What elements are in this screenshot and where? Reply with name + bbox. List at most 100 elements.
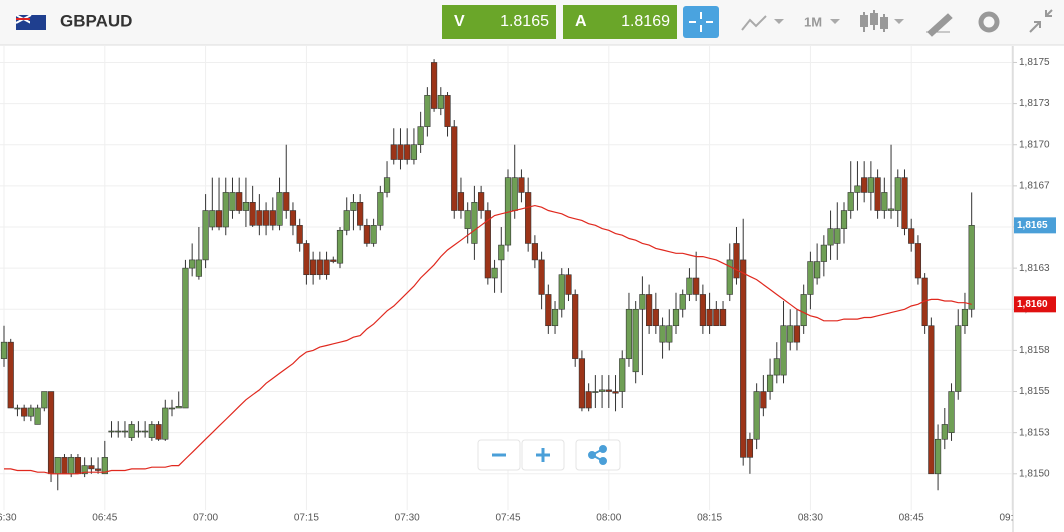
candle-body — [511, 177, 518, 211]
candle-body — [357, 202, 364, 226]
candle-body — [0, 341, 8, 359]
y-tick-label: 1,8167 — [1019, 180, 1050, 191]
candle-body — [551, 308, 559, 327]
symbol: GBPAUD — [60, 11, 132, 30]
crosshair-button[interactable] — [683, 6, 719, 38]
candle-body — [451, 126, 458, 211]
candle-body — [430, 62, 438, 109]
moving-average — [4, 204, 972, 475]
candle-body — [390, 144, 397, 160]
crosshair-icon — [689, 12, 713, 32]
x-tick-label: 07:00 — [193, 513, 218, 524]
candle-body — [518, 177, 525, 193]
candle-body — [666, 325, 673, 343]
candle-body — [397, 144, 404, 160]
ask-price: 1.8169 — [621, 13, 670, 30]
candle-body — [437, 95, 444, 109]
candle-body — [370, 225, 377, 244]
candle-body — [323, 259, 330, 276]
candle-body — [531, 243, 538, 261]
flag-icon — [15, 14, 46, 30]
candle-body — [94, 468, 102, 471]
candle-body — [236, 192, 243, 211]
y-tick-label: 1,8163 — [1019, 263, 1050, 274]
bid-button[interactable] — [442, 5, 556, 39]
candle-body — [262, 210, 270, 226]
candle-body — [484, 210, 491, 279]
candle-body — [814, 261, 821, 279]
candle-body — [350, 202, 357, 211]
candle-body — [162, 407, 169, 440]
candle-body — [336, 229, 344, 264]
candle-body — [242, 202, 250, 211]
candle-body — [766, 374, 774, 392]
candle-body — [316, 259, 323, 276]
candle-body — [222, 192, 229, 228]
ask-button[interactable] — [563, 5, 677, 39]
candle-body — [639, 294, 646, 310]
candle-body — [693, 277, 700, 295]
candle-body — [182, 267, 189, 409]
candle-body — [625, 308, 633, 359]
plot-area: 06:30 06:45 07:00 07:15 07:30 07:45 08:00 08:15… — [0, 46, 1025, 524]
candle-body — [948, 391, 955, 433]
candle-body — [491, 267, 498, 279]
settings-button[interactable] — [978, 11, 1000, 33]
candle-body — [834, 228, 841, 244]
candle-body — [646, 294, 653, 327]
candle-body — [7, 341, 14, 409]
candle-body — [753, 391, 760, 440]
candle-body — [310, 259, 317, 276]
chart-type-button[interactable] — [860, 10, 904, 32]
candle-body — [538, 259, 545, 295]
candle-body — [363, 225, 370, 244]
candle-body — [827, 228, 834, 246]
candle-body — [377, 192, 384, 226]
candle-body — [81, 465, 88, 475]
candle-body — [417, 126, 424, 146]
candle-body — [249, 202, 256, 226]
x-tick-label: 08:00 — [596, 513, 621, 524]
candle-body — [209, 210, 216, 228]
candle-body — [961, 308, 969, 327]
y-tick-label: 1,8170 — [1019, 139, 1050, 150]
y-tick-label: 1,8158 — [1019, 345, 1050, 356]
candle-body — [464, 210, 471, 229]
candle-body — [558, 274, 565, 310]
timeframe[interactable]: 1M — [804, 14, 822, 29]
candle-body — [14, 407, 21, 410]
candle-body — [229, 192, 236, 211]
candle-body — [612, 391, 619, 394]
candle-body — [807, 261, 814, 295]
ma-price-tag-label: 1,8160 — [1017, 299, 1048, 310]
bid-price: 1.8165 — [500, 13, 549, 30]
candle-body — [793, 325, 801, 343]
x-tick-label: 06:30 — [0, 513, 17, 524]
share-button[interactable] — [575, 439, 621, 471]
candle-body — [121, 430, 129, 433]
candle-body — [854, 185, 861, 193]
indicator-button[interactable] — [741, 15, 784, 31]
draw-button[interactable] — [926, 13, 953, 37]
candle-body — [115, 430, 122, 433]
candle-body — [760, 391, 767, 409]
candle-body — [881, 192, 888, 211]
candle-body — [525, 192, 532, 244]
candle-body — [269, 210, 276, 226]
collapse-button[interactable] — [1029, 9, 1053, 33]
candle-body — [61, 457, 68, 475]
candle-body — [283, 192, 290, 211]
candle-body — [215, 210, 223, 228]
candle-body — [410, 144, 418, 160]
candle-body — [128, 424, 135, 438]
candle-body — [773, 358, 780, 376]
candle-body — [867, 177, 874, 193]
candle-body — [800, 294, 807, 327]
candle-body — [733, 243, 740, 279]
candle-body — [168, 407, 176, 410]
candle-body — [135, 430, 142, 433]
x-tick-label: 08:15 — [697, 513, 722, 524]
candle-body — [874, 177, 881, 211]
